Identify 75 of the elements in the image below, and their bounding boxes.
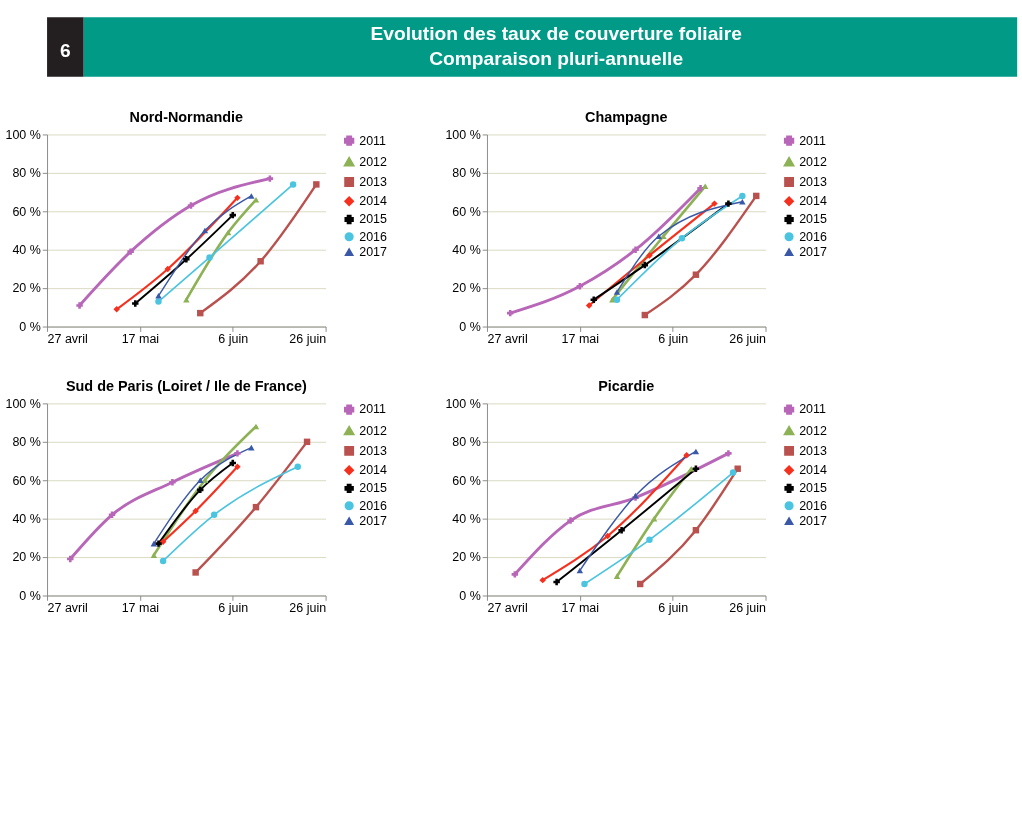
text: Comparaison pluri-annuelle <box>429 48 684 70</box>
legend-label: 2013 <box>799 443 827 458</box>
x-tick-label: 6 juin <box>218 332 249 347</box>
legend-label: 2013 <box>359 174 388 189</box>
legend-label: 2012 <box>359 154 388 169</box>
y-tick-label: 100 % <box>445 127 481 142</box>
y-tick-label: 20 % <box>452 281 481 296</box>
chart-title: Sud de Paris (Loiret / Ile de France) <box>65 377 307 394</box>
x-tick-label: 6 juin <box>658 601 689 616</box>
legend-label: 2015 <box>359 212 388 227</box>
y-tick-label: 0 % <box>19 319 41 334</box>
legend-label: 2011 <box>359 402 387 417</box>
y-tick-label: 40 % <box>452 243 481 258</box>
legend-label: 2015 <box>359 481 388 496</box>
x-tick-label: 27 avril <box>47 332 88 347</box>
y-tick-label: 20 % <box>452 550 481 565</box>
x-tick-label: 17 mai <box>561 601 600 616</box>
y-tick-label: 20 % <box>12 550 41 565</box>
y-tick-label: 100 % <box>5 127 41 142</box>
chart-title: Picardie <box>598 377 655 394</box>
legend-label: 2011 <box>359 133 387 148</box>
y-tick-label: 80 % <box>452 166 481 181</box>
legend-label: 2015 <box>799 212 827 227</box>
y-tick-label: 80 % <box>12 435 41 450</box>
x-tick-label: 17 mai <box>121 601 160 616</box>
legend-label: 2011 <box>799 402 827 417</box>
y-tick-label: 60 % <box>452 473 481 488</box>
x-tick-label: 27 avril <box>47 601 88 616</box>
legend-label: 2014 <box>799 463 827 478</box>
y-tick-label: 80 % <box>452 435 481 450</box>
text: Evolution des taux de couverture foliaire <box>370 23 743 45</box>
y-tick-label: 40 % <box>12 511 41 526</box>
x-tick-label: 6 juin <box>658 332 689 347</box>
legend-label: 2017 <box>799 513 827 528</box>
y-tick-label: 0 % <box>19 588 41 603</box>
legend-label: 2014 <box>799 194 827 209</box>
legend-label: 2016 <box>359 229 388 244</box>
y-tick-label: 60 % <box>12 473 41 488</box>
y-tick-label: 100 % <box>5 396 41 411</box>
y-tick-label: 0 % <box>459 319 481 334</box>
x-tick-label: 26 juin <box>729 601 767 616</box>
legend-label: 2012 <box>799 154 827 169</box>
legend-label: 2013 <box>359 443 388 458</box>
legend-label: 2011 <box>799 133 827 148</box>
legend-label: 2012 <box>799 423 827 438</box>
legend-label: 2012 <box>359 423 388 438</box>
x-tick-label: 17 mai <box>121 332 160 347</box>
chart-title: Nord-Normandie <box>129 108 244 125</box>
y-tick-label: 80 % <box>12 166 41 181</box>
x-tick-label: 26 juin <box>729 332 767 347</box>
x-tick-label: 17 mai <box>561 332 600 347</box>
x-tick-label: 6 juin <box>218 601 249 616</box>
text: 6 <box>59 39 71 61</box>
y-tick-label: 20 % <box>12 281 41 296</box>
y-tick-label: 60 % <box>12 204 41 219</box>
legend-label: 2017 <box>359 513 388 528</box>
legend-label: 2013 <box>799 174 827 189</box>
y-tick-label: 40 % <box>12 243 41 258</box>
x-tick-label: 27 avril <box>487 332 528 347</box>
legend-label: 2014 <box>359 194 388 209</box>
legend-label: 2016 <box>799 229 827 244</box>
y-tick-label: 0 % <box>459 588 481 603</box>
legend-label: 2017 <box>799 244 827 259</box>
y-tick-label: 100 % <box>445 396 481 411</box>
x-tick-label: 26 juin <box>289 332 327 347</box>
legend-label: 2014 <box>359 463 388 478</box>
y-tick-label: 60 % <box>452 204 481 219</box>
legend-label: 2015 <box>799 481 827 496</box>
x-tick-label: 26 juin <box>289 601 327 616</box>
legend-label: 2016 <box>799 498 827 513</box>
x-tick-label: 27 avril <box>487 601 528 616</box>
legend-label: 2017 <box>359 244 388 259</box>
chart-title: Champagne <box>585 108 668 125</box>
legend-label: 2016 <box>359 498 388 513</box>
y-tick-label: 40 % <box>452 511 481 526</box>
